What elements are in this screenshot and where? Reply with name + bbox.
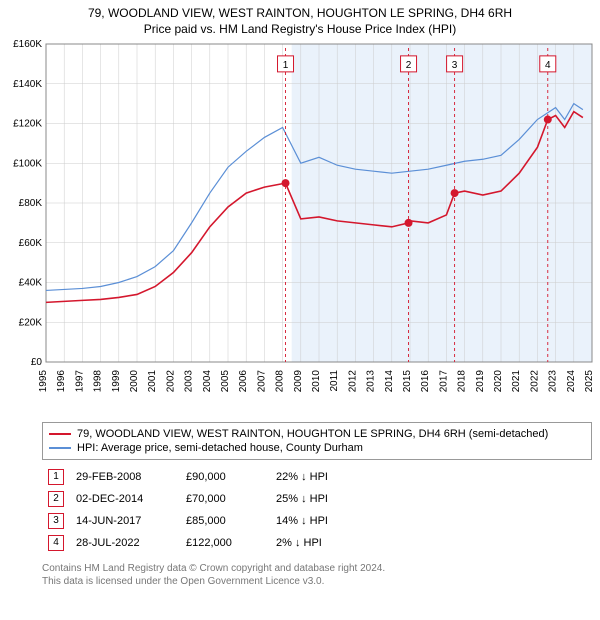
tx-row-price: £70,000	[180, 488, 270, 510]
x-tick-label: 1999	[111, 370, 122, 393]
x-tick-label: 2000	[129, 370, 140, 393]
tx-marker-number: 4	[545, 60, 551, 71]
tx-row-marker: 1	[48, 469, 64, 485]
y-tick-label: £40K	[19, 278, 43, 289]
x-tick-label: 1996	[56, 370, 67, 393]
x-tick-label: 2004	[202, 370, 213, 393]
tx-marker-dot	[282, 179, 290, 187]
x-tick-label: 2025	[584, 370, 595, 393]
x-tick-label: 2016	[420, 370, 431, 393]
legend: 79, WOODLAND VIEW, WEST RAINTON, HOUGHTO…	[42, 422, 592, 460]
tx-row-date: 29-FEB-2008	[70, 466, 180, 488]
x-tick-label: 2019	[475, 370, 486, 393]
x-tick-label: 2022	[529, 370, 540, 393]
legend-row: HPI: Average price, semi-detached house,…	[49, 441, 585, 455]
chart-svg: £0 £20K £40K £60K £80K £100K £120K £140K £160K 19…	[0, 38, 600, 418]
x-tick-label: 2013	[366, 370, 377, 393]
tx-row-date: 02-DEC-2014	[70, 488, 180, 510]
tx-marker-number: 1	[283, 60, 289, 71]
tx-marker-dot	[451, 189, 459, 197]
y-tick-label: £80K	[19, 198, 43, 209]
x-tick-label: 2020	[493, 370, 504, 393]
title-line-2: Price paid vs. HM Land Registry's House …	[4, 22, 596, 36]
tx-marker-number: 2	[406, 60, 412, 71]
transaction-table: 1 29-FEB-2008£90,00022% ↓ HPI 2 02-DEC-2014…	[42, 466, 380, 554]
tx-row-marker: 4	[48, 535, 64, 551]
tx-row-date: 14-JUN-2017	[70, 510, 180, 532]
y-tick-label: £140K	[13, 79, 42, 90]
tx-marker-dot	[405, 219, 413, 227]
table-row: 2 02-DEC-2014£70,00025% ↓ HPI	[42, 488, 380, 510]
footer-line-1: Contains HM Land Registry data © Crown c…	[42, 562, 592, 575]
chart-container: 79, WOODLAND VIEW, WEST RAINTON, HOUGHTO…	[0, 0, 600, 588]
x-tick-label: 2015	[402, 370, 413, 393]
title-line-1: 79, WOODLAND VIEW, WEST RAINTON, HOUGHTO…	[4, 6, 596, 20]
x-tick-label: 2001	[147, 370, 158, 393]
table-row: 1 29-FEB-2008£90,00022% ↓ HPI	[42, 466, 380, 488]
y-tick-label: £0	[31, 357, 43, 368]
x-tick-label: 2014	[384, 370, 395, 393]
x-tick-label: 1995	[38, 370, 49, 393]
y-tick-label: £20K	[19, 317, 43, 328]
y-tick-label: £100K	[13, 158, 42, 169]
tx-row-delta: 22% ↓ HPI	[270, 466, 380, 488]
tx-row-marker: 3	[48, 513, 64, 529]
x-tick-label: 2010	[311, 370, 322, 393]
tx-row-price: £85,000	[180, 510, 270, 532]
x-tick-label: 2003	[184, 370, 195, 393]
tx-row-date: 28-JUL-2022	[70, 532, 180, 554]
table-row: 3 14-JUN-2017£85,00014% ↓ HPI	[42, 510, 380, 532]
footer-line-2: This data is licensed under the Open Gov…	[42, 575, 592, 588]
legend-row: 79, WOODLAND VIEW, WEST RAINTON, HOUGHTO…	[49, 427, 585, 441]
x-tick-label: 2002	[165, 370, 176, 393]
tx-marker-number: 3	[452, 60, 458, 71]
legend-swatch	[49, 447, 71, 449]
tx-row-delta: 14% ↓ HPI	[270, 510, 380, 532]
y-tick-label: £120K	[13, 119, 42, 130]
chart-area: £0 £20K £40K £60K £80K £100K £120K £140K £160K 19…	[0, 38, 600, 418]
footer: Contains HM Land Registry data © Crown c…	[42, 562, 592, 588]
x-tick-label: 2007	[256, 370, 267, 393]
legend-label: 79, WOODLAND VIEW, WEST RAINTON, HOUGHTO…	[77, 428, 548, 440]
x-tick-label: 2012	[347, 370, 358, 393]
x-tick-label: 2005	[220, 370, 231, 393]
tx-row-delta: 25% ↓ HPI	[270, 488, 380, 510]
x-tick-label: 1997	[74, 370, 85, 393]
x-tick-label: 2023	[548, 370, 559, 393]
table-row: 4 28-JUL-2022£122,0002% ↓ HPI	[42, 532, 380, 554]
x-tick-label: 2006	[238, 370, 249, 393]
tx-row-price: £122,000	[180, 532, 270, 554]
y-tick-label: £160K	[13, 39, 42, 50]
tx-row-price: £90,000	[180, 466, 270, 488]
tx-row-delta: 2% ↓ HPI	[270, 532, 380, 554]
tx-row-marker: 2	[48, 491, 64, 507]
y-tick-label: £60K	[19, 238, 43, 249]
title-block: 79, WOODLAND VIEW, WEST RAINTON, HOUGHTO…	[0, 0, 600, 38]
x-tick-label: 2008	[275, 370, 286, 393]
legend-label: HPI: Average price, semi-detached house,…	[77, 442, 363, 454]
x-tick-label: 2009	[293, 370, 304, 393]
x-tick-label: 2011	[329, 370, 340, 392]
x-tick-label: 2017	[438, 370, 449, 393]
legend-swatch	[49, 433, 71, 435]
x-tick-label: 2021	[511, 370, 522, 393]
x-tick-label: 2018	[457, 370, 468, 393]
tx-marker-dot	[544, 116, 552, 124]
x-tick-label: 2024	[566, 370, 577, 393]
x-tick-label: 1998	[93, 370, 104, 393]
